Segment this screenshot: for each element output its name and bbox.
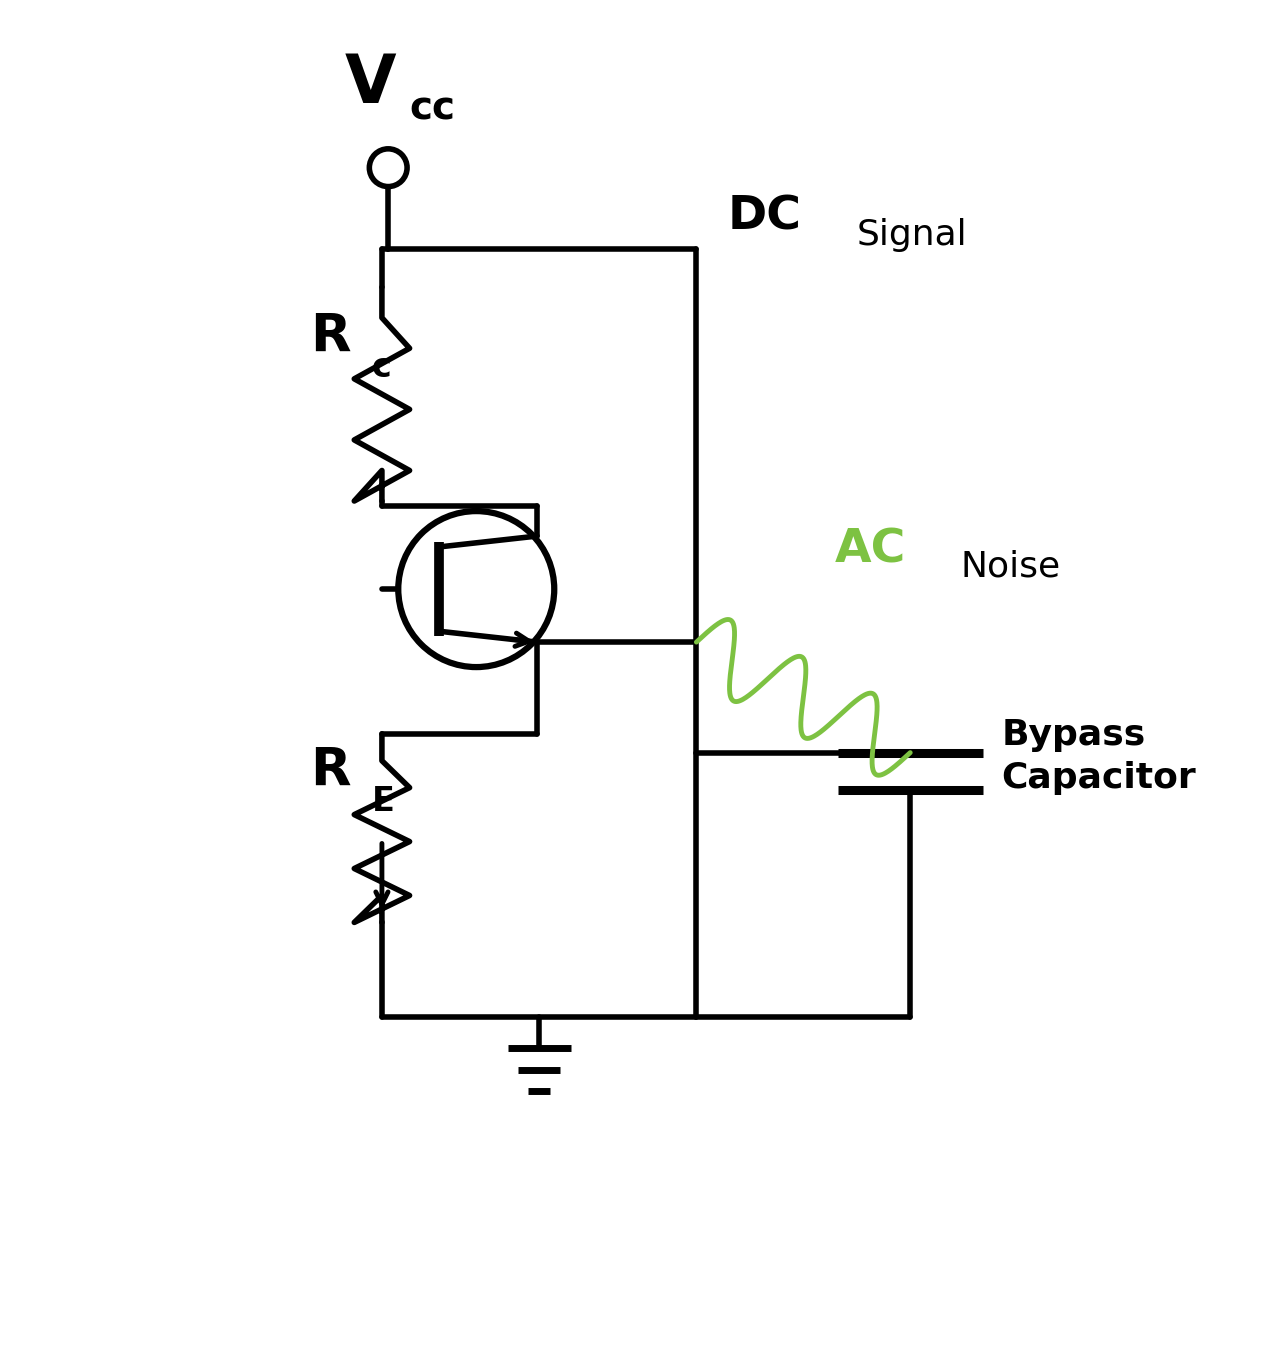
Text: cc: cc: [409, 89, 456, 128]
Text: V: V: [345, 51, 395, 117]
Text: Noise: Noise: [960, 549, 1060, 582]
Text: R: R: [310, 744, 351, 797]
Text: E: E: [371, 785, 395, 818]
Text: R: R: [310, 310, 351, 363]
Text: c: c: [371, 350, 392, 384]
Text: AC: AC: [835, 528, 906, 573]
Text: Signal: Signal: [856, 218, 967, 252]
Text: DC: DC: [727, 194, 802, 240]
Text: Bypass
Capacitor: Bypass Capacitor: [1001, 717, 1196, 795]
